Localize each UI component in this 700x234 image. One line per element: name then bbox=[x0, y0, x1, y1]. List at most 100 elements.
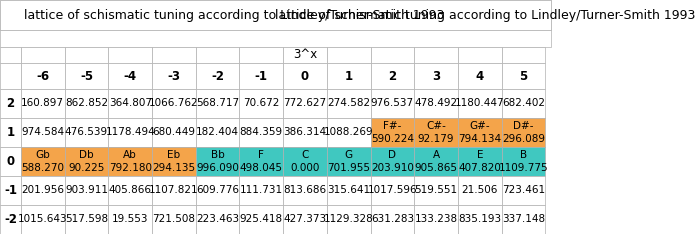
Bar bbox=[0, 0, 551, 30]
Bar bbox=[196, 176, 239, 205]
Text: -4: -4 bbox=[124, 69, 136, 83]
Bar bbox=[108, 47, 152, 63]
Bar bbox=[108, 118, 152, 147]
Text: 903.911: 903.911 bbox=[65, 186, 108, 195]
Bar bbox=[502, 63, 545, 89]
Text: 1015.643: 1015.643 bbox=[18, 215, 68, 224]
Bar bbox=[196, 89, 239, 118]
Bar bbox=[327, 118, 370, 147]
Bar bbox=[414, 147, 458, 176]
Text: -6: -6 bbox=[36, 69, 49, 83]
Text: 568.717: 568.717 bbox=[196, 99, 239, 108]
Text: lattice of schismatic tuning according to Lindley/Turner-Smith 1993: lattice of schismatic tuning according t… bbox=[275, 9, 696, 22]
Bar bbox=[239, 63, 283, 89]
Text: D
203.910: D 203.910 bbox=[371, 150, 414, 173]
Bar bbox=[152, 89, 196, 118]
Bar bbox=[370, 147, 414, 176]
Text: F
498.045: F 498.045 bbox=[240, 150, 283, 173]
Text: 364.807: 364.807 bbox=[108, 99, 152, 108]
Bar bbox=[196, 118, 239, 147]
Bar bbox=[502, 176, 545, 205]
Text: 1180.447: 1180.447 bbox=[455, 99, 505, 108]
Bar bbox=[458, 118, 502, 147]
Bar bbox=[502, 47, 545, 63]
Text: 405.866: 405.866 bbox=[108, 186, 152, 195]
Bar bbox=[370, 176, 414, 205]
Text: Bb
996.090: Bb 996.090 bbox=[196, 150, 239, 173]
Text: 274.582: 274.582 bbox=[327, 99, 370, 108]
Bar bbox=[64, 63, 108, 89]
Bar bbox=[414, 63, 458, 89]
Bar bbox=[152, 63, 196, 89]
Text: C
0.000: C 0.000 bbox=[290, 150, 320, 173]
Bar bbox=[239, 205, 283, 234]
Bar bbox=[502, 147, 545, 176]
Bar bbox=[283, 47, 327, 63]
Text: 723.461: 723.461 bbox=[502, 186, 545, 195]
Text: 519.551: 519.551 bbox=[414, 186, 458, 195]
Text: -3: -3 bbox=[167, 69, 181, 83]
Text: -2: -2 bbox=[211, 69, 224, 83]
Text: 2: 2 bbox=[6, 97, 15, 110]
Bar bbox=[414, 176, 458, 205]
Bar bbox=[327, 205, 370, 234]
Text: 476.539: 476.539 bbox=[65, 128, 108, 137]
Bar bbox=[0, 176, 21, 205]
Text: G#-
794.134: G#- 794.134 bbox=[458, 121, 501, 144]
Text: 976.537: 976.537 bbox=[371, 99, 414, 108]
Text: 974.584: 974.584 bbox=[21, 128, 64, 137]
Bar bbox=[458, 205, 502, 234]
Text: 609.776: 609.776 bbox=[196, 186, 239, 195]
Bar bbox=[21, 205, 64, 234]
Text: Db
90.225: Db 90.225 bbox=[69, 150, 105, 173]
Bar bbox=[370, 118, 414, 147]
Bar bbox=[152, 118, 196, 147]
Bar bbox=[21, 118, 64, 147]
Bar bbox=[327, 147, 370, 176]
Bar bbox=[0, 0, 551, 30]
Bar bbox=[0, 47, 21, 63]
Text: 1: 1 bbox=[6, 126, 15, 139]
Bar bbox=[108, 63, 152, 89]
Text: 4: 4 bbox=[476, 69, 484, 83]
Text: 386.314: 386.314 bbox=[284, 128, 327, 137]
Bar bbox=[0, 63, 21, 89]
Bar bbox=[458, 63, 502, 89]
Text: 201.956: 201.956 bbox=[21, 186, 64, 195]
Bar bbox=[64, 147, 108, 176]
Text: 1088.269: 1088.269 bbox=[324, 128, 374, 137]
Bar bbox=[370, 63, 414, 89]
Bar bbox=[502, 89, 545, 118]
Bar bbox=[327, 176, 370, 205]
Text: D#-
296.089: D#- 296.089 bbox=[502, 121, 545, 144]
Text: 3^x: 3^x bbox=[293, 48, 317, 62]
Text: Eb
294.135: Eb 294.135 bbox=[153, 150, 195, 173]
Bar bbox=[327, 47, 370, 63]
Text: B
1109.775: B 1109.775 bbox=[498, 150, 548, 173]
Bar bbox=[239, 176, 283, 205]
Bar bbox=[502, 118, 545, 147]
Bar bbox=[283, 63, 327, 89]
Text: 70.672: 70.672 bbox=[243, 99, 279, 108]
Text: 3: 3 bbox=[432, 69, 440, 83]
Text: 631.283: 631.283 bbox=[371, 215, 414, 224]
Bar bbox=[108, 89, 152, 118]
Text: 223.463: 223.463 bbox=[196, 215, 239, 224]
Text: 133.238: 133.238 bbox=[414, 215, 458, 224]
Bar bbox=[370, 205, 414, 234]
Text: 1066.762: 1066.762 bbox=[149, 99, 199, 108]
Bar bbox=[370, 47, 414, 63]
Bar bbox=[21, 47, 64, 63]
Bar bbox=[239, 47, 283, 63]
Text: 19.553: 19.553 bbox=[112, 215, 148, 224]
Text: 337.148: 337.148 bbox=[502, 215, 545, 224]
Text: 1: 1 bbox=[344, 69, 353, 83]
Bar bbox=[196, 63, 239, 89]
Bar bbox=[283, 147, 327, 176]
Bar bbox=[0, 147, 21, 176]
Bar bbox=[0, 205, 21, 234]
Bar bbox=[414, 47, 458, 63]
Bar bbox=[152, 205, 196, 234]
Bar bbox=[64, 47, 108, 63]
Text: 2: 2 bbox=[389, 69, 396, 83]
